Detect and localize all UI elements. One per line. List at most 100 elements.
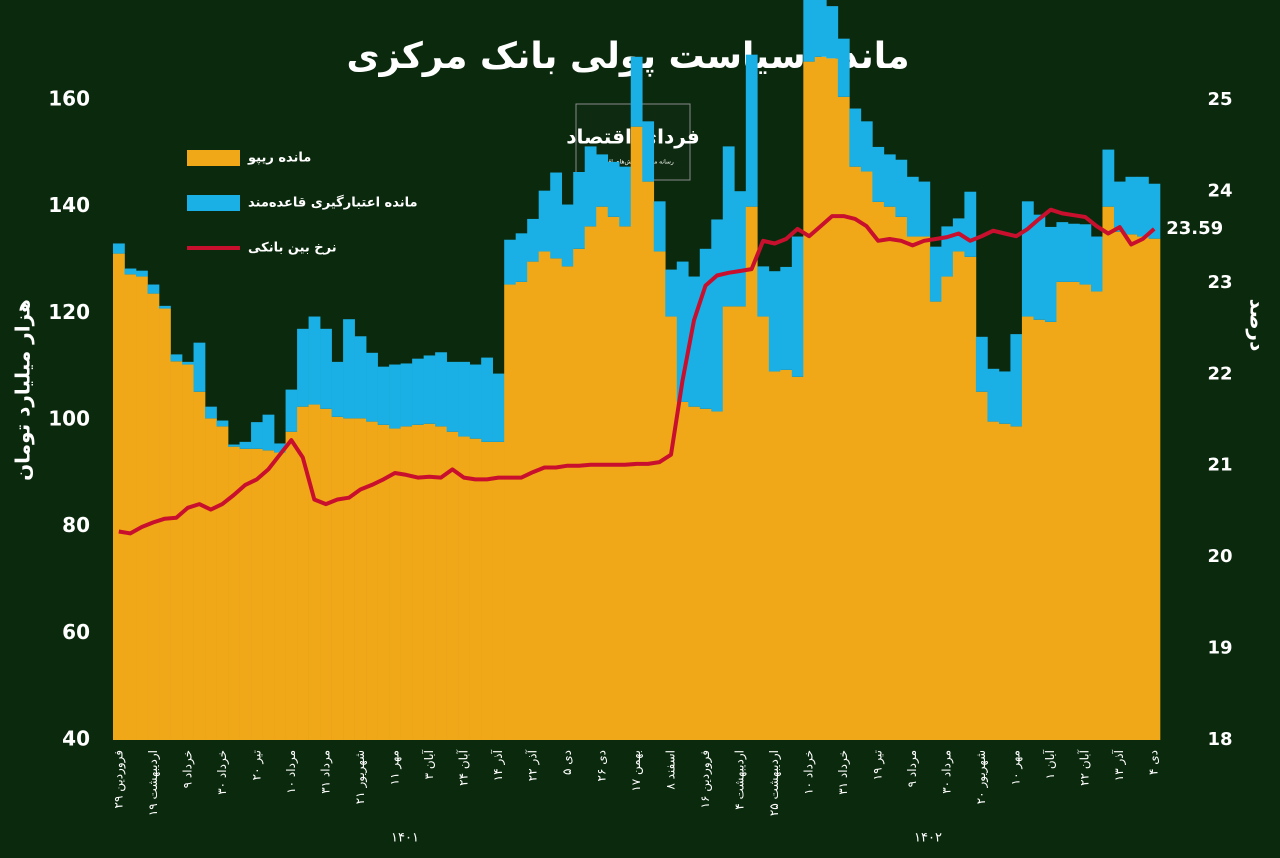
x-tick-label: ۱ آبان (1042, 749, 1057, 779)
bar-segment (1010, 426, 1023, 740)
bar-segment (883, 154, 896, 207)
bar-segment (860, 171, 873, 740)
bar-segment (1125, 176, 1138, 235)
bar-segment (182, 364, 194, 740)
x-tick-label: ۲۵ اردیبهشت (767, 750, 782, 816)
bar-segment (377, 424, 390, 740)
bar-segment (170, 354, 183, 362)
bar-segment (515, 233, 528, 282)
y2-tick-label: 25 (1207, 89, 1232, 110)
bar-segment (136, 270, 148, 277)
x-tick-label: ۲۲ آبان (1077, 749, 1092, 786)
bar-segment (906, 176, 919, 237)
bar-segment (458, 436, 470, 740)
bar-segment (676, 401, 689, 740)
bar-segment (159, 308, 171, 740)
bar-segment (147, 284, 160, 294)
bar-segment (975, 391, 988, 740)
bar-segment (274, 443, 286, 453)
x-tick-label: ۹ خرداد (180, 750, 195, 788)
y2-tick-label: 22 (1207, 363, 1232, 384)
bar-segment (1136, 176, 1149, 237)
x-tick-label: ۱۷ بهمن (629, 750, 644, 792)
x-tick-label: ۲۰ شهریور (974, 750, 989, 804)
y2-tick-label: 23 (1207, 272, 1232, 293)
bar-segment (239, 441, 252, 449)
bar-segment (228, 446, 240, 740)
bar-segment (998, 371, 1011, 424)
bar-segment (964, 191, 977, 257)
bar-segment (550, 258, 563, 740)
bar-segment (699, 408, 712, 740)
bar-segment (297, 328, 309, 407)
bar-segment (400, 363, 413, 427)
bar-segment (435, 352, 447, 427)
bar-segment (1067, 223, 1080, 282)
bar-segment (929, 246, 942, 302)
bar-segment (366, 352, 378, 422)
x-tick-label: ۳۰ مرداد (940, 750, 955, 794)
bar-segment (975, 336, 988, 392)
bar-segment (584, 226, 597, 740)
y-tick-label: 40 (62, 727, 90, 751)
x-tick-label: ۱۰ مهر (1009, 750, 1024, 785)
x-tick-label: ۱۶ فروردین (698, 750, 713, 808)
x-tick-label: ۴ دی (1147, 750, 1161, 775)
bar-segment (251, 448, 263, 740)
bar-segment (1056, 222, 1069, 282)
bar-segment (458, 361, 470, 437)
bar-segment (113, 243, 125, 254)
legend-label: نرخ بین بانکی (248, 241, 337, 256)
x-tick-label: ۸ اسفند (664, 750, 678, 790)
bar-segment (331, 361, 344, 417)
bar-segment (389, 428, 401, 740)
bar-segment (665, 316, 678, 740)
bar-segment (1102, 206, 1115, 740)
bar-segment (354, 418, 367, 740)
year-label: ۱۴۰۲ (914, 831, 942, 846)
legend-label: مانده ریپو (247, 151, 311, 166)
legend-swatch (187, 195, 240, 211)
x-tick-label: ۳۱ مرداد (318, 750, 333, 794)
bar-segment (837, 38, 850, 97)
bar-segment (331, 416, 344, 740)
bar-segment (998, 423, 1011, 740)
bar-segment (308, 404, 321, 740)
bar-segment (538, 190, 551, 252)
x-tick-label: ۹ مرداد (905, 750, 920, 787)
bar-segment (228, 444, 240, 447)
y-tick-label: 60 (62, 620, 90, 644)
bar-segment (665, 269, 678, 317)
x-tick-label: ۲۱ شهریور (353, 750, 368, 804)
bar-segment (573, 248, 586, 741)
bar-segment (285, 431, 298, 740)
bar-segment (895, 216, 908, 741)
y2-tick-label: 19 (1207, 638, 1232, 659)
bar-segment (205, 406, 217, 419)
bar-segment (216, 420, 229, 427)
bar-segment (159, 305, 171, 309)
bar-segment (1113, 181, 1126, 232)
bar-segment (791, 236, 804, 377)
bar-segment (193, 342, 206, 392)
bar-segment (1148, 183, 1161, 239)
bar-segment (630, 56, 643, 127)
bar-segment (837, 96, 850, 741)
bar-segment (1044, 226, 1057, 322)
bar-segment (987, 368, 1000, 422)
bar-segment (883, 206, 896, 740)
bar-segment (412, 358, 424, 425)
bar-segment (193, 391, 206, 740)
bar-segment (918, 181, 931, 237)
bar-segment (1010, 334, 1023, 427)
y-tick-label: 140 (48, 193, 90, 217)
bar-segment (469, 364, 482, 439)
bar-segment (515, 281, 528, 740)
bar-segment (722, 306, 735, 740)
y2-tick-label: 21 (1207, 455, 1232, 476)
bar-segment (527, 218, 540, 262)
y2-tick-label: 20 (1207, 546, 1232, 567)
bar-segment (274, 452, 286, 740)
x-tick-label: ۳۰ خرداد (215, 750, 230, 795)
bar-segment (607, 161, 620, 217)
